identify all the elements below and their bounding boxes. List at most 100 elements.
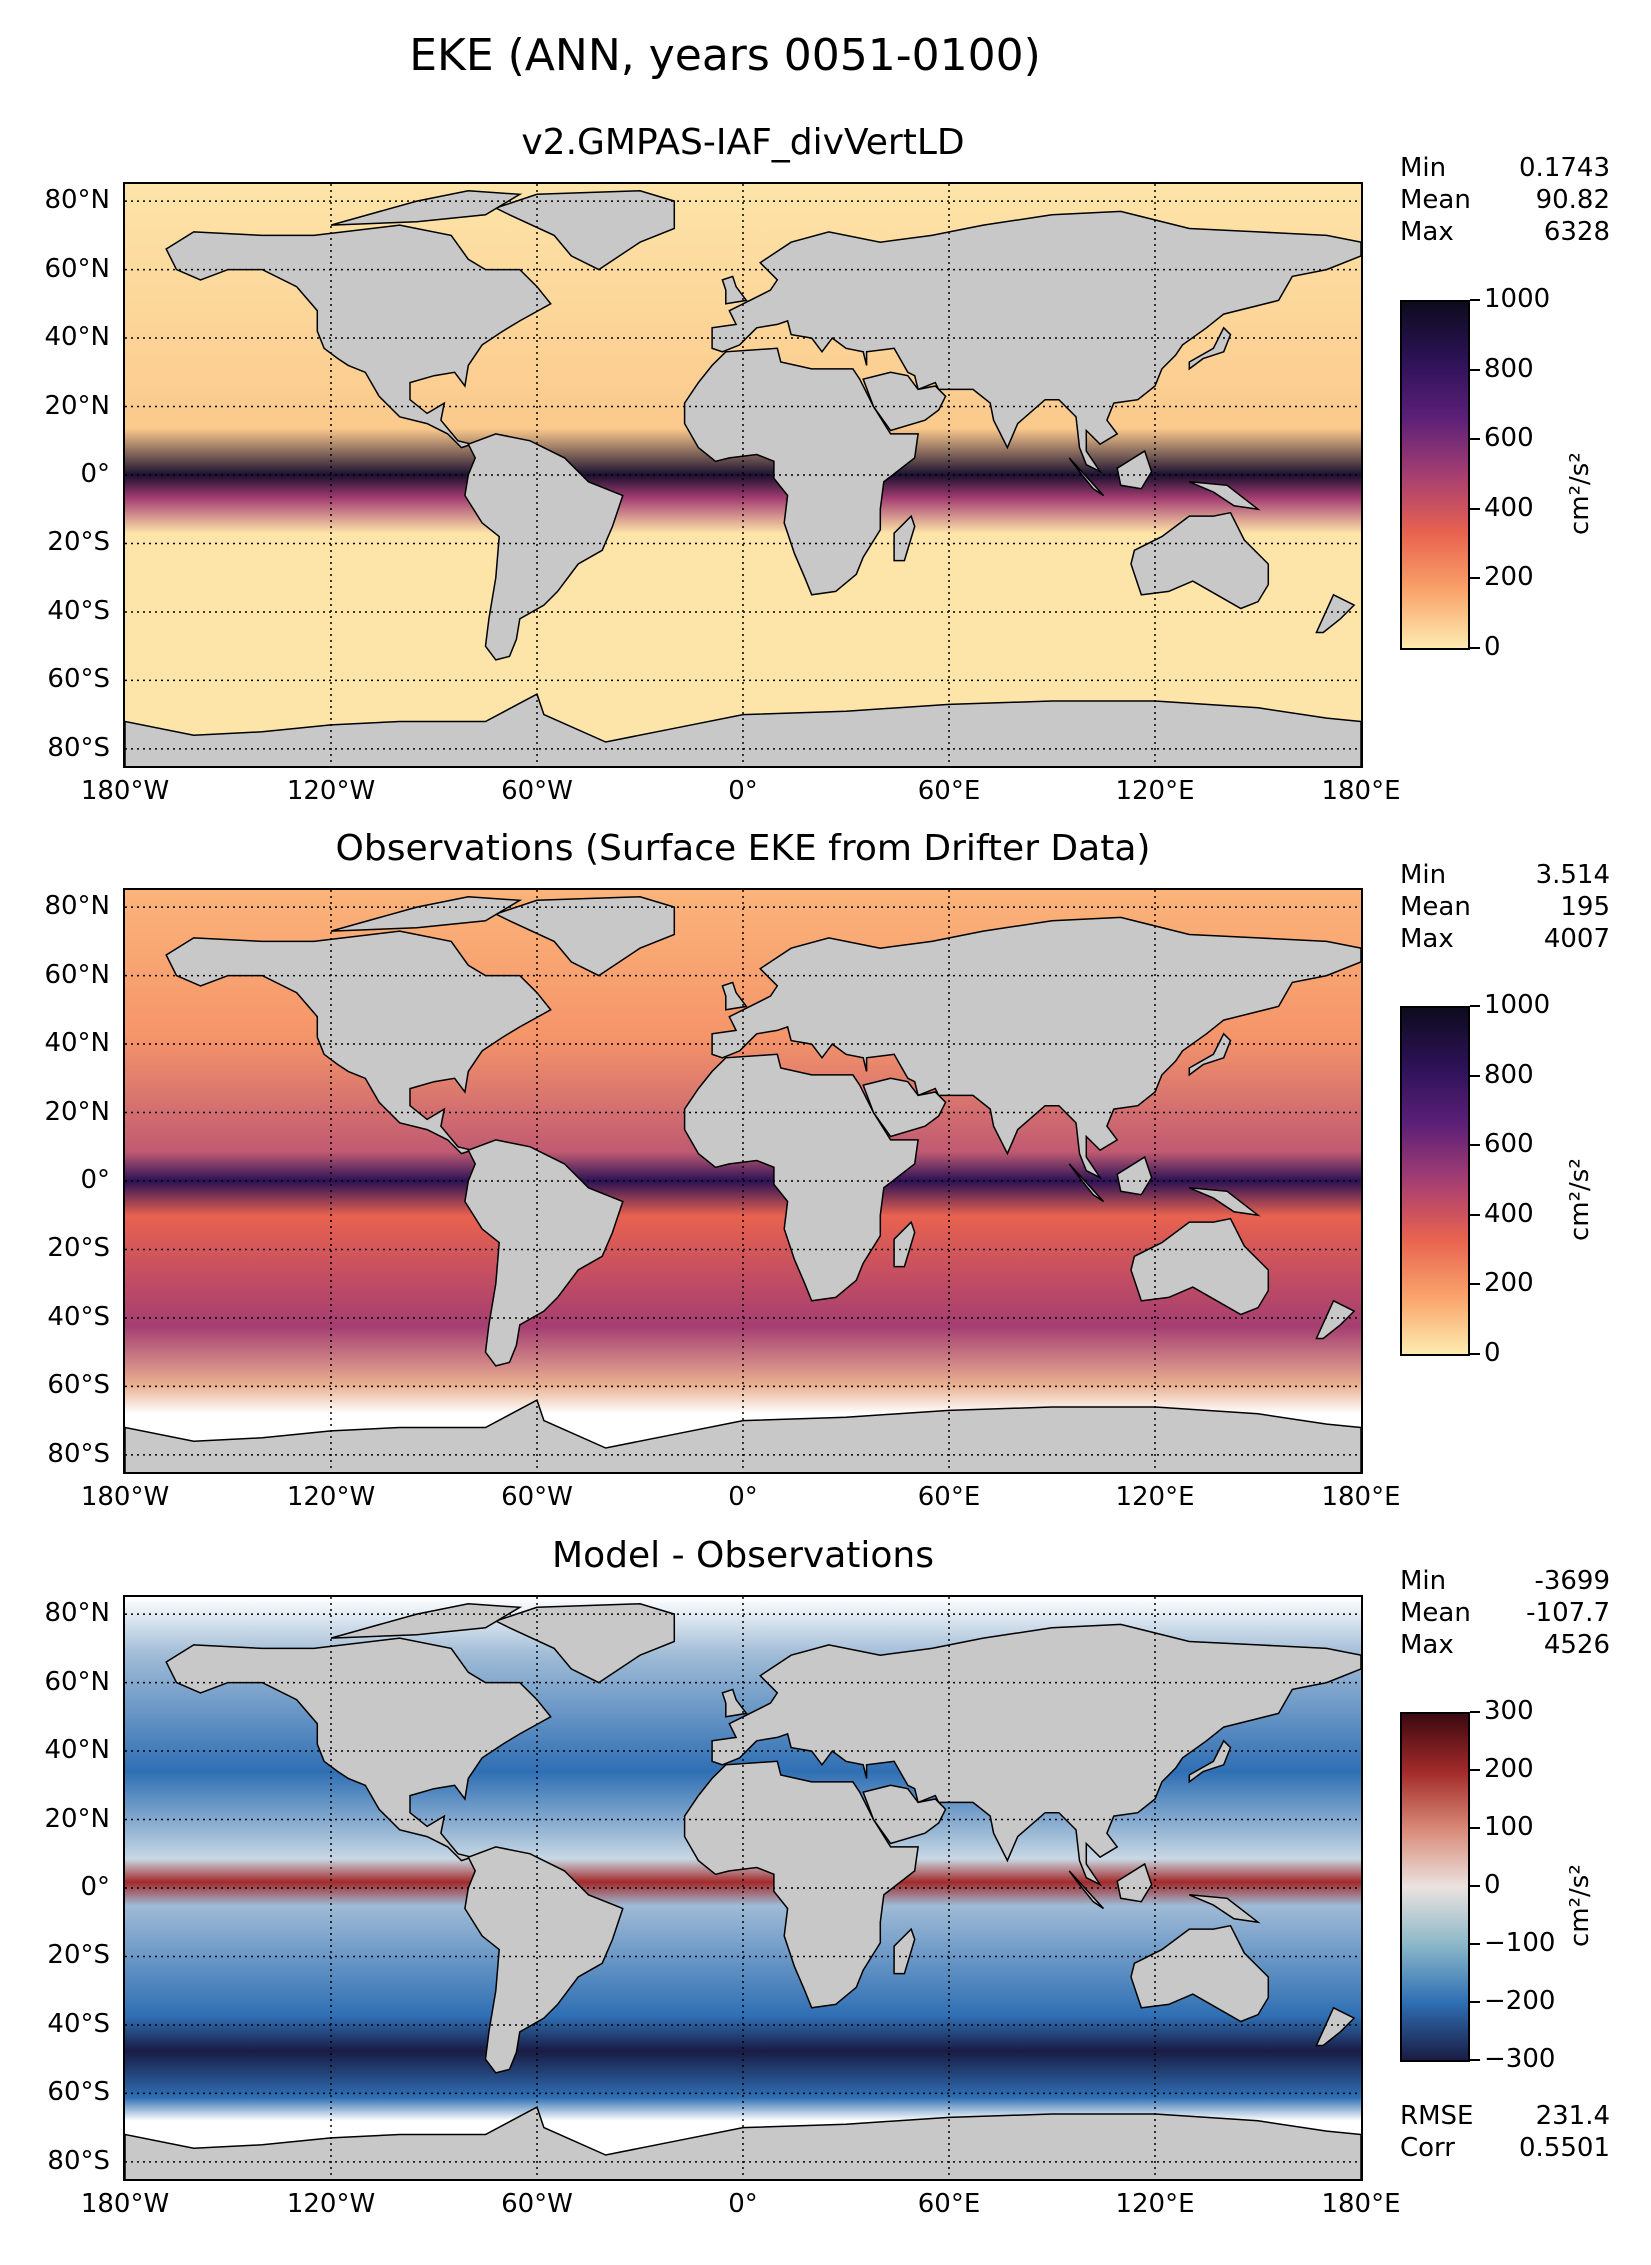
land-7 [893,514,916,562]
lon-tick-label: 120°W [286,776,376,806]
lon-tick-label: 60°W [501,2189,573,2219]
colorbar-tick-label: 300 [1470,1696,1534,1726]
land-2 [464,1139,624,1367]
lat-tick-label: 40°S [47,1301,110,1332]
lat-tick-label: 60°N [44,959,110,990]
colorbar-tick-label: 800 [1470,353,1534,384]
land-9 [1068,1870,1105,1910]
lat-tick-label: 60°S [47,1370,110,1401]
lon-tick-label: 180°E [1321,1482,1401,1512]
lat-tick-label: 80°N [44,891,110,922]
lon-tick-label: 180°W [80,776,170,806]
land-8 [1116,449,1153,490]
land-10 [1189,481,1261,511]
colorbar-tick-label: 600 [1470,423,1534,454]
lat-tick-label: 80°S [47,1438,110,1469]
lat-tick-label: 20°N [44,1096,110,1127]
lon-tick-label: 0° [728,2189,758,2219]
lon-tick-label: 120°W [286,2189,376,2219]
land-0 [165,224,552,449]
lat-tick-label: 80°S [47,732,110,763]
lon-tick-label: 0° [728,776,758,806]
land-12 [721,1688,748,1718]
lat-tick-label: 0° [80,459,110,489]
lat-tick-label: 40°S [47,595,110,626]
land-10 [1189,1187,1261,1217]
figure-title: EKE (ANN, years 0051-0100) [409,30,1041,81]
colorbar-tick-label: 200 [1470,1754,1534,1784]
lat-tick-label: 20°S [47,1233,110,1264]
land-1 [493,896,676,977]
lat-tick-label: 60°S [47,2077,110,2108]
colorbar-tick-label: 600 [1470,1129,1534,1160]
lon-tick-label: 60°W [501,776,573,806]
lat-tick-label: 20°S [47,527,110,558]
lat-tick-label: 80°N [44,185,110,216]
colorbar-tick-label: 200 [1470,562,1534,593]
lat-tick-label: 60°N [44,1666,110,1697]
land-11 [1188,1032,1232,1077]
land-15 [330,1603,523,1639]
stats-difference: Min -3699 Mean -107.7 Max 4526 [1400,1566,1610,1660]
land-3 [683,347,919,596]
land-7 [893,1220,916,1268]
land-14 [1315,593,1356,634]
panel-title-observations: Observations (Surface EKE from Drifter D… [335,828,1151,869]
land-2 [464,1846,624,2074]
colorbar-tick-label: 400 [1470,1198,1534,1229]
land-11 [1188,326,1232,371]
land-15 [330,896,523,932]
lat-tick-label: 0° [80,1165,110,1195]
stats-model: Min 0.1743 Mean 90.82 Max 6328 [1400,153,1610,247]
land-0 [165,930,552,1155]
colorbar-units: cm²/s² [1565,452,1595,535]
colorbar-tick-label: 1000 [1469,990,1551,1020]
colorbar-tick-label: 1000 [1469,284,1551,314]
land-4 [711,1623,1361,1887]
lat-tick-label: 40°N [44,322,110,353]
lat-tick-label: 20°N [44,1803,110,1834]
lon-tick-label: 180°E [1321,2189,1401,2219]
land-1 [493,1603,676,1684]
colorbar-tick-label: 200 [1470,1268,1534,1299]
colorbar-tick-label: 100 [1470,1812,1534,1842]
lon-tick-label: 60°E [917,776,981,806]
stats-observations: Min 3.514 Mean 195 Max 4007 [1400,860,1610,954]
land-5 [862,371,947,432]
land-4 [711,210,1361,474]
lon-tick-label: 120°W [286,1482,376,1512]
map-observations [123,888,1363,1474]
land-8 [1116,1155,1153,1196]
colorbar-model [1400,300,1470,650]
lat-tick-label: 60°N [44,253,110,284]
land-2 [464,433,624,661]
lon-tick-label: 180°W [80,1482,170,1512]
colorbar-tick-label: 0 [1470,632,1501,662]
panel-title-difference: Model - Observations [552,1535,934,1576]
land-0 [165,1637,552,1862]
lon-tick-label: 0° [728,1482,758,1512]
land-11 [1188,1739,1232,1784]
colorbar-tick-label: 0 [1470,1338,1501,1368]
colorbar-observations [1400,1006,1470,1356]
lat-tick-label: 80°N [44,1598,110,1629]
colorbar-tick-label: 0 [1470,1870,1501,1900]
land-4 [711,916,1361,1180]
lat-tick-label: 40°S [47,2008,110,2039]
lon-tick-label: 60°E [917,2189,981,2219]
colorbar-tick-label: 400 [1470,492,1534,523]
land-7 [893,1927,916,1975]
lat-tick-label: 40°N [44,1735,110,1766]
colorbar-difference [1400,1712,1470,2062]
colorbar-units: cm²/s² [1565,1158,1595,1241]
lat-tick-label: 40°N [44,1028,110,1059]
lat-tick-label: 0° [80,1872,110,1902]
colorbar-tick-label: −200 [1469,1986,1556,2016]
lat-tick-label: 80°S [47,2145,110,2176]
land-15 [330,190,523,226]
lon-tick-label: 180°E [1321,776,1401,806]
lon-tick-label: 120°E [1115,1482,1195,1512]
lon-tick-label: 120°E [1115,776,1195,806]
rmse-corr-stats: RMSE 231.4 Corr 0.5501 [1400,2101,1610,2163]
land-14 [1315,2006,1356,2047]
